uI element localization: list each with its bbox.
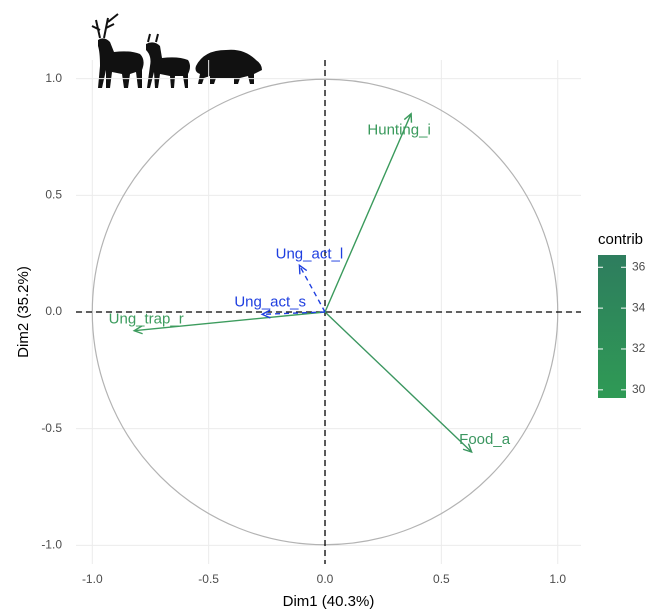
variable-label: Hunting_i [367,122,430,139]
y-tick-label: -0.5 [41,421,62,435]
x-tick-label: -1.0 [82,572,103,586]
colorbar-tick-label: 32 [632,341,646,355]
variable-label: Ung_act_l [276,245,344,262]
variable-arrow [324,113,412,313]
colorbar-title: contrib [598,231,643,248]
variable-arrow [262,311,326,316]
y-axis-title: Dim2 (35.2%) [15,266,32,358]
variable-label: Food_a [459,431,511,448]
x-tick-label: 1.0 [549,572,566,586]
x-axis-title: Dim1 (40.3%) [283,593,375,610]
x-tick-label: -0.5 [198,572,219,586]
y-tick-label: 0.0 [45,304,62,318]
animal-icons [91,13,262,88]
colorbar-tick-label: 30 [632,382,646,396]
y-tick-label: -1.0 [41,538,62,552]
x-tick-label: 0.5 [433,572,450,586]
y-tick-label: 1.0 [45,71,62,85]
y-tick-label: 0.5 [45,188,62,202]
arrow-head [298,263,308,275]
variable-label: Ung_trap_r [109,311,184,328]
arrow-head [403,112,413,123]
variable-arrow [134,311,326,332]
colorbar-tick-label: 36 [632,259,646,273]
variable-label: Ung_act_s [234,293,306,310]
arrow-head [462,443,473,454]
colorbar [598,255,626,398]
x-tick-label: 0.0 [317,572,334,586]
variable-arrow [324,311,473,453]
arrow-head [132,325,143,335]
arrow-head [260,309,271,319]
colorbar-tick-label: 34 [632,300,646,314]
